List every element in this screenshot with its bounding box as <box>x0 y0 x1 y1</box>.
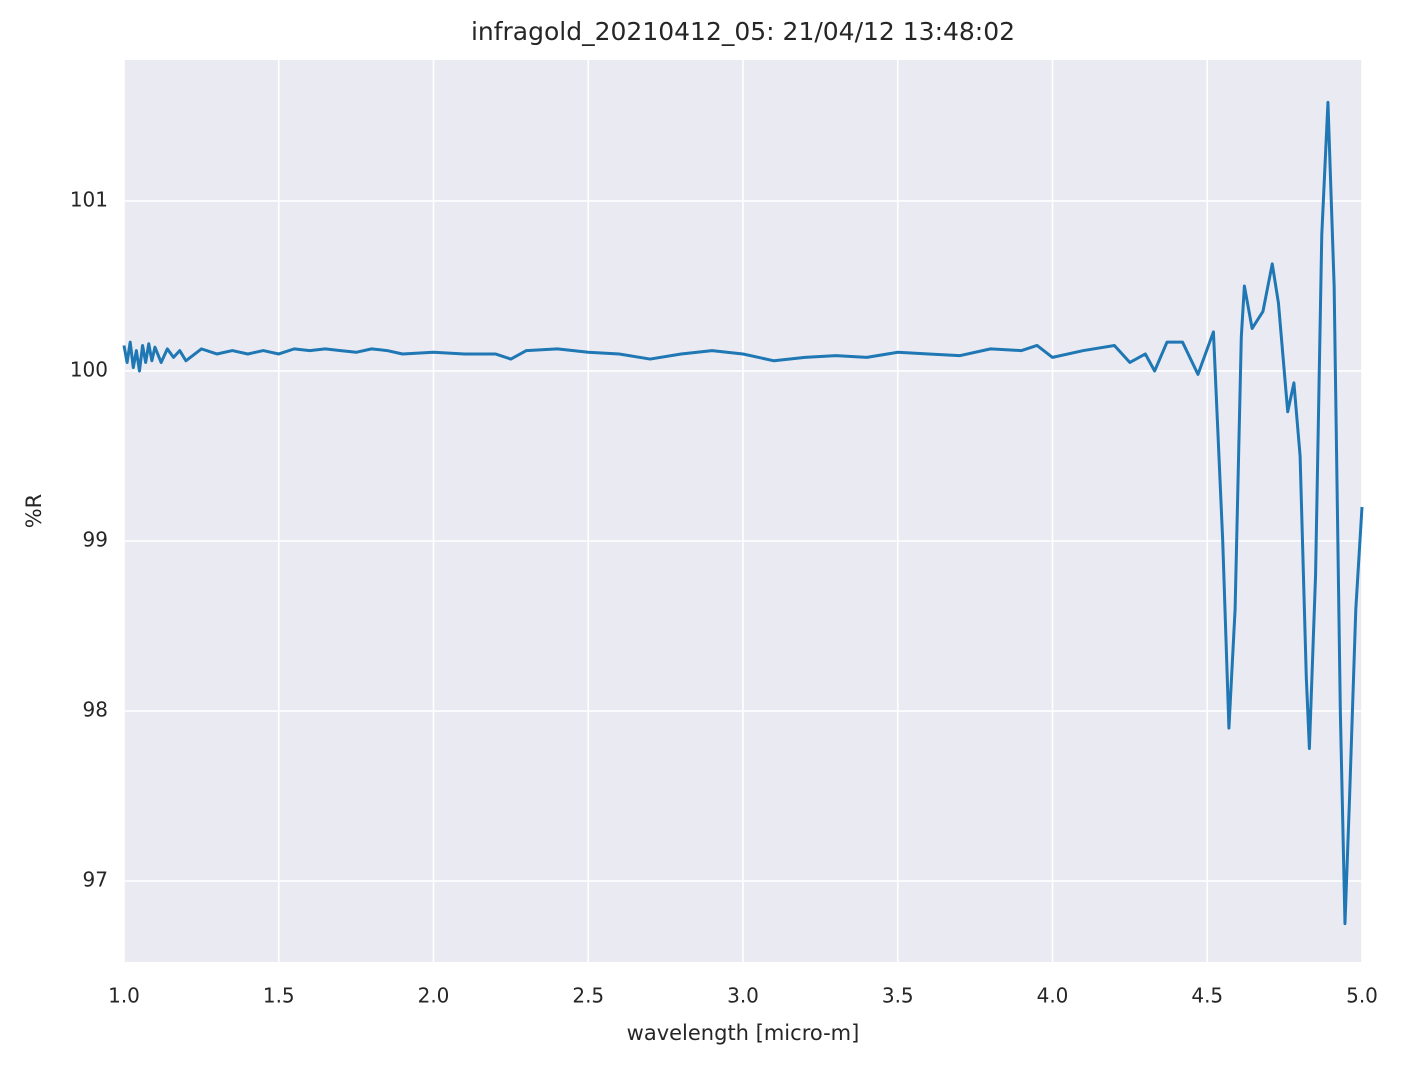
y-tick-label: 99 <box>83 528 108 552</box>
data-line <box>122 100 1364 926</box>
chart-title: infragold_20210412_05: 21/04/12 13:48:02 <box>471 17 1015 46</box>
y-axis-label: %R <box>22 494 46 529</box>
y-tick-label: 97 <box>83 868 108 892</box>
y-tick-label: 101 <box>70 187 108 211</box>
x-tick-label: 4.5 <box>1191 984 1223 1008</box>
x-tick-label: 4.0 <box>1037 984 1069 1008</box>
x-tick-label: 3.5 <box>882 984 914 1008</box>
x-tick-label: 3.0 <box>727 984 759 1008</box>
y-tick-label: 98 <box>83 698 108 722</box>
x-tick-label: 2.5 <box>572 984 604 1008</box>
y-tick-label: 100 <box>70 357 108 381</box>
x-tick-label: 1.5 <box>263 984 295 1008</box>
x-tick-label: 2.0 <box>418 984 450 1008</box>
x-tick-label: 5.0 <box>1346 984 1378 1008</box>
x-axis-label: wavelength [micro-m] <box>627 1021 860 1045</box>
x-tick-label: 1.0 <box>108 984 140 1008</box>
